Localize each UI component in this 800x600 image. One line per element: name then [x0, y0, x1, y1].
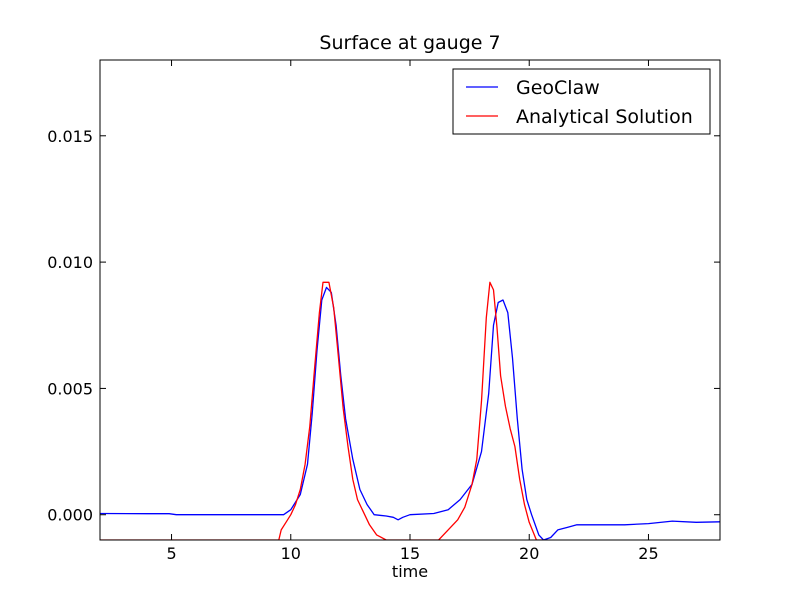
chart-title: Surface at gauge 7 [319, 32, 500, 54]
y-tick-label: 0.000 [47, 506, 93, 525]
x-axis-label: time [392, 562, 428, 581]
ticks-layer: 5 10 15 20 25 0.000 0.005 0.010 0.015 [47, 60, 720, 563]
x-tick-label: 15 [400, 544, 420, 563]
y-tick-label: 0.010 [47, 253, 93, 272]
x-tick-label: 25 [638, 544, 658, 563]
x-tick-label: 20 [519, 544, 539, 563]
y-tick-label: 0.015 [47, 127, 93, 146]
x-tick-label: 5 [166, 544, 176, 563]
legend-box [452, 68, 711, 135]
y-tick-label: 0.005 [47, 379, 93, 398]
legend-label-0: GeoClaw [516, 77, 600, 99]
series-line-0 [100, 286, 720, 540]
legend: GeoClaw Analytical Solution [452, 68, 711, 135]
x-tick-label: 10 [281, 544, 301, 563]
series-line-1 [100, 281, 544, 540]
series-layer [100, 281, 720, 540]
plot-frame [99, 59, 721, 541]
legend-label-1: Analytical Solution [516, 106, 693, 128]
